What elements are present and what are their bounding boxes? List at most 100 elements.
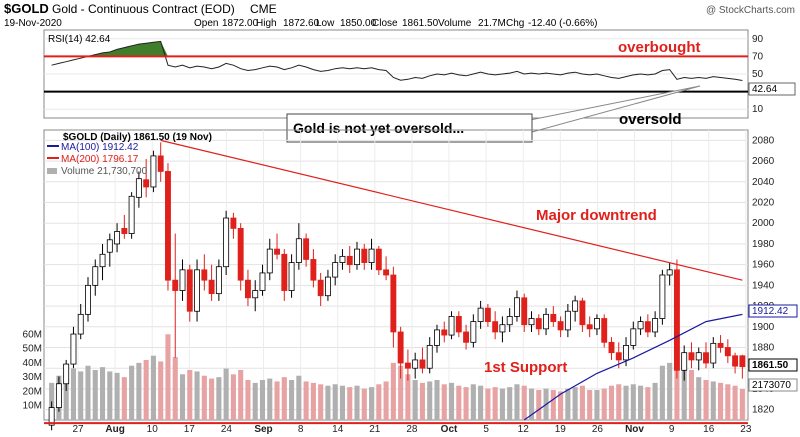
rsi-current-box xyxy=(748,82,796,96)
volume-bar xyxy=(572,387,578,420)
instrument-name: Gold - Continuous Contract (EOD) xyxy=(52,2,235,16)
volume-bar xyxy=(187,370,193,420)
candle-body xyxy=(215,266,222,295)
volume-bar xyxy=(325,385,331,420)
volume-bar xyxy=(427,381,433,420)
volume-bar xyxy=(296,375,302,420)
candle-body xyxy=(383,269,390,276)
volume-bar xyxy=(499,388,505,420)
candle-body xyxy=(637,321,644,330)
volume-bar xyxy=(310,382,316,420)
volume-bar xyxy=(267,378,273,420)
date-tick-label: Nov xyxy=(625,424,644,435)
chg-value: -12.40 (-0.66%) xyxy=(528,18,597,29)
volume-value-tag: 2173070 xyxy=(752,380,791,391)
candle-body xyxy=(281,253,288,291)
low-value: 1850.00 xyxy=(340,18,377,29)
price-value: 1861.50 xyxy=(752,360,789,371)
candle-body xyxy=(223,217,230,268)
rsi-line xyxy=(51,40,743,81)
volume-bar xyxy=(434,380,440,420)
volume-bar xyxy=(608,385,615,420)
candle-body xyxy=(55,383,62,408)
candle-body xyxy=(266,248,273,274)
volume-bar xyxy=(339,385,346,420)
date-tick-label: 24 xyxy=(221,424,233,435)
price-tick-label: 1880 xyxy=(752,343,775,354)
volume-bar xyxy=(150,355,156,420)
candle-body xyxy=(48,407,55,426)
volume-tick-label: 20M xyxy=(23,386,42,397)
price-grid xyxy=(44,130,748,420)
candle-body xyxy=(608,341,615,354)
candle-body xyxy=(106,239,113,253)
volume-bar xyxy=(630,384,636,420)
price-panel xyxy=(43,129,749,421)
date-tick-label: Oct xyxy=(441,424,458,435)
candle-body xyxy=(463,331,470,343)
support-annotation: 1st Support xyxy=(484,359,567,376)
callout-box xyxy=(286,113,533,143)
candle-body xyxy=(157,155,164,172)
candle-body xyxy=(710,342,717,364)
volume-bar xyxy=(739,389,745,420)
overbought-annotation: overbought xyxy=(618,39,701,56)
candle-body xyxy=(99,253,106,268)
rsi-overbought-fill xyxy=(51,41,743,57)
candle-body xyxy=(404,362,411,369)
price-tick-label: 2000 xyxy=(752,218,775,229)
candle-body xyxy=(274,248,280,255)
close-label: Close xyxy=(372,18,398,29)
volume-bar xyxy=(507,387,513,420)
candle-body xyxy=(455,316,462,333)
volume-bar xyxy=(521,385,527,420)
price-legend-title: $GOLD (Daily) 1861.50 (19 Nov) xyxy=(63,132,212,143)
candle-body xyxy=(426,345,433,369)
volume-bar xyxy=(259,380,266,420)
volume-bar xyxy=(558,391,564,420)
candle-body xyxy=(114,231,121,245)
volume-bar xyxy=(616,384,622,420)
symbol-label: $GOLD xyxy=(4,1,49,16)
candle-body xyxy=(470,321,477,343)
volume-bar xyxy=(92,370,98,420)
volume-bar xyxy=(732,385,738,420)
stockcharts-credit: @ StockCharts.com xyxy=(706,5,795,16)
volume-bar xyxy=(179,374,186,420)
candle-body xyxy=(666,269,673,276)
volume-legend-swatch xyxy=(47,168,57,174)
volume-legend: Volume 21,730,700 xyxy=(61,166,148,177)
candle-body xyxy=(601,318,608,343)
candle-body xyxy=(172,279,179,291)
volume-bar xyxy=(470,384,476,420)
ma100-value: 1912.42 xyxy=(752,306,789,317)
candle-body xyxy=(630,328,637,346)
volume-bar xyxy=(245,380,251,420)
high-label: High xyxy=(256,18,277,29)
volume-bar xyxy=(405,374,411,420)
candle-body xyxy=(186,269,193,312)
price-tick-label: 1820 xyxy=(752,405,775,416)
price-value-box xyxy=(748,358,798,372)
volume-tick-label: 50M xyxy=(23,344,42,355)
volume-bar xyxy=(579,385,585,420)
volume-bar xyxy=(99,367,106,420)
ma100-value-box xyxy=(748,304,798,318)
candlesticks xyxy=(48,142,746,431)
volume-bar xyxy=(85,365,91,420)
candle-body xyxy=(92,266,99,286)
open-label: Open xyxy=(194,18,218,29)
volume-bar xyxy=(710,381,716,420)
volume-bar xyxy=(303,381,309,420)
date-tick-label: 9 xyxy=(669,424,675,435)
volume-bar xyxy=(63,372,69,420)
volume-bar xyxy=(681,355,687,420)
date-axis: 27 Aug 10 17 24 Sep 8 14 21 28 Oct 5 12 19 26 Nov 9 16 23 xyxy=(72,424,751,435)
candle-body xyxy=(368,248,375,263)
candle-body xyxy=(477,307,484,323)
candle-body xyxy=(659,274,666,319)
candle-body xyxy=(506,316,513,326)
candle-body xyxy=(259,272,266,291)
candle-body xyxy=(165,171,171,281)
